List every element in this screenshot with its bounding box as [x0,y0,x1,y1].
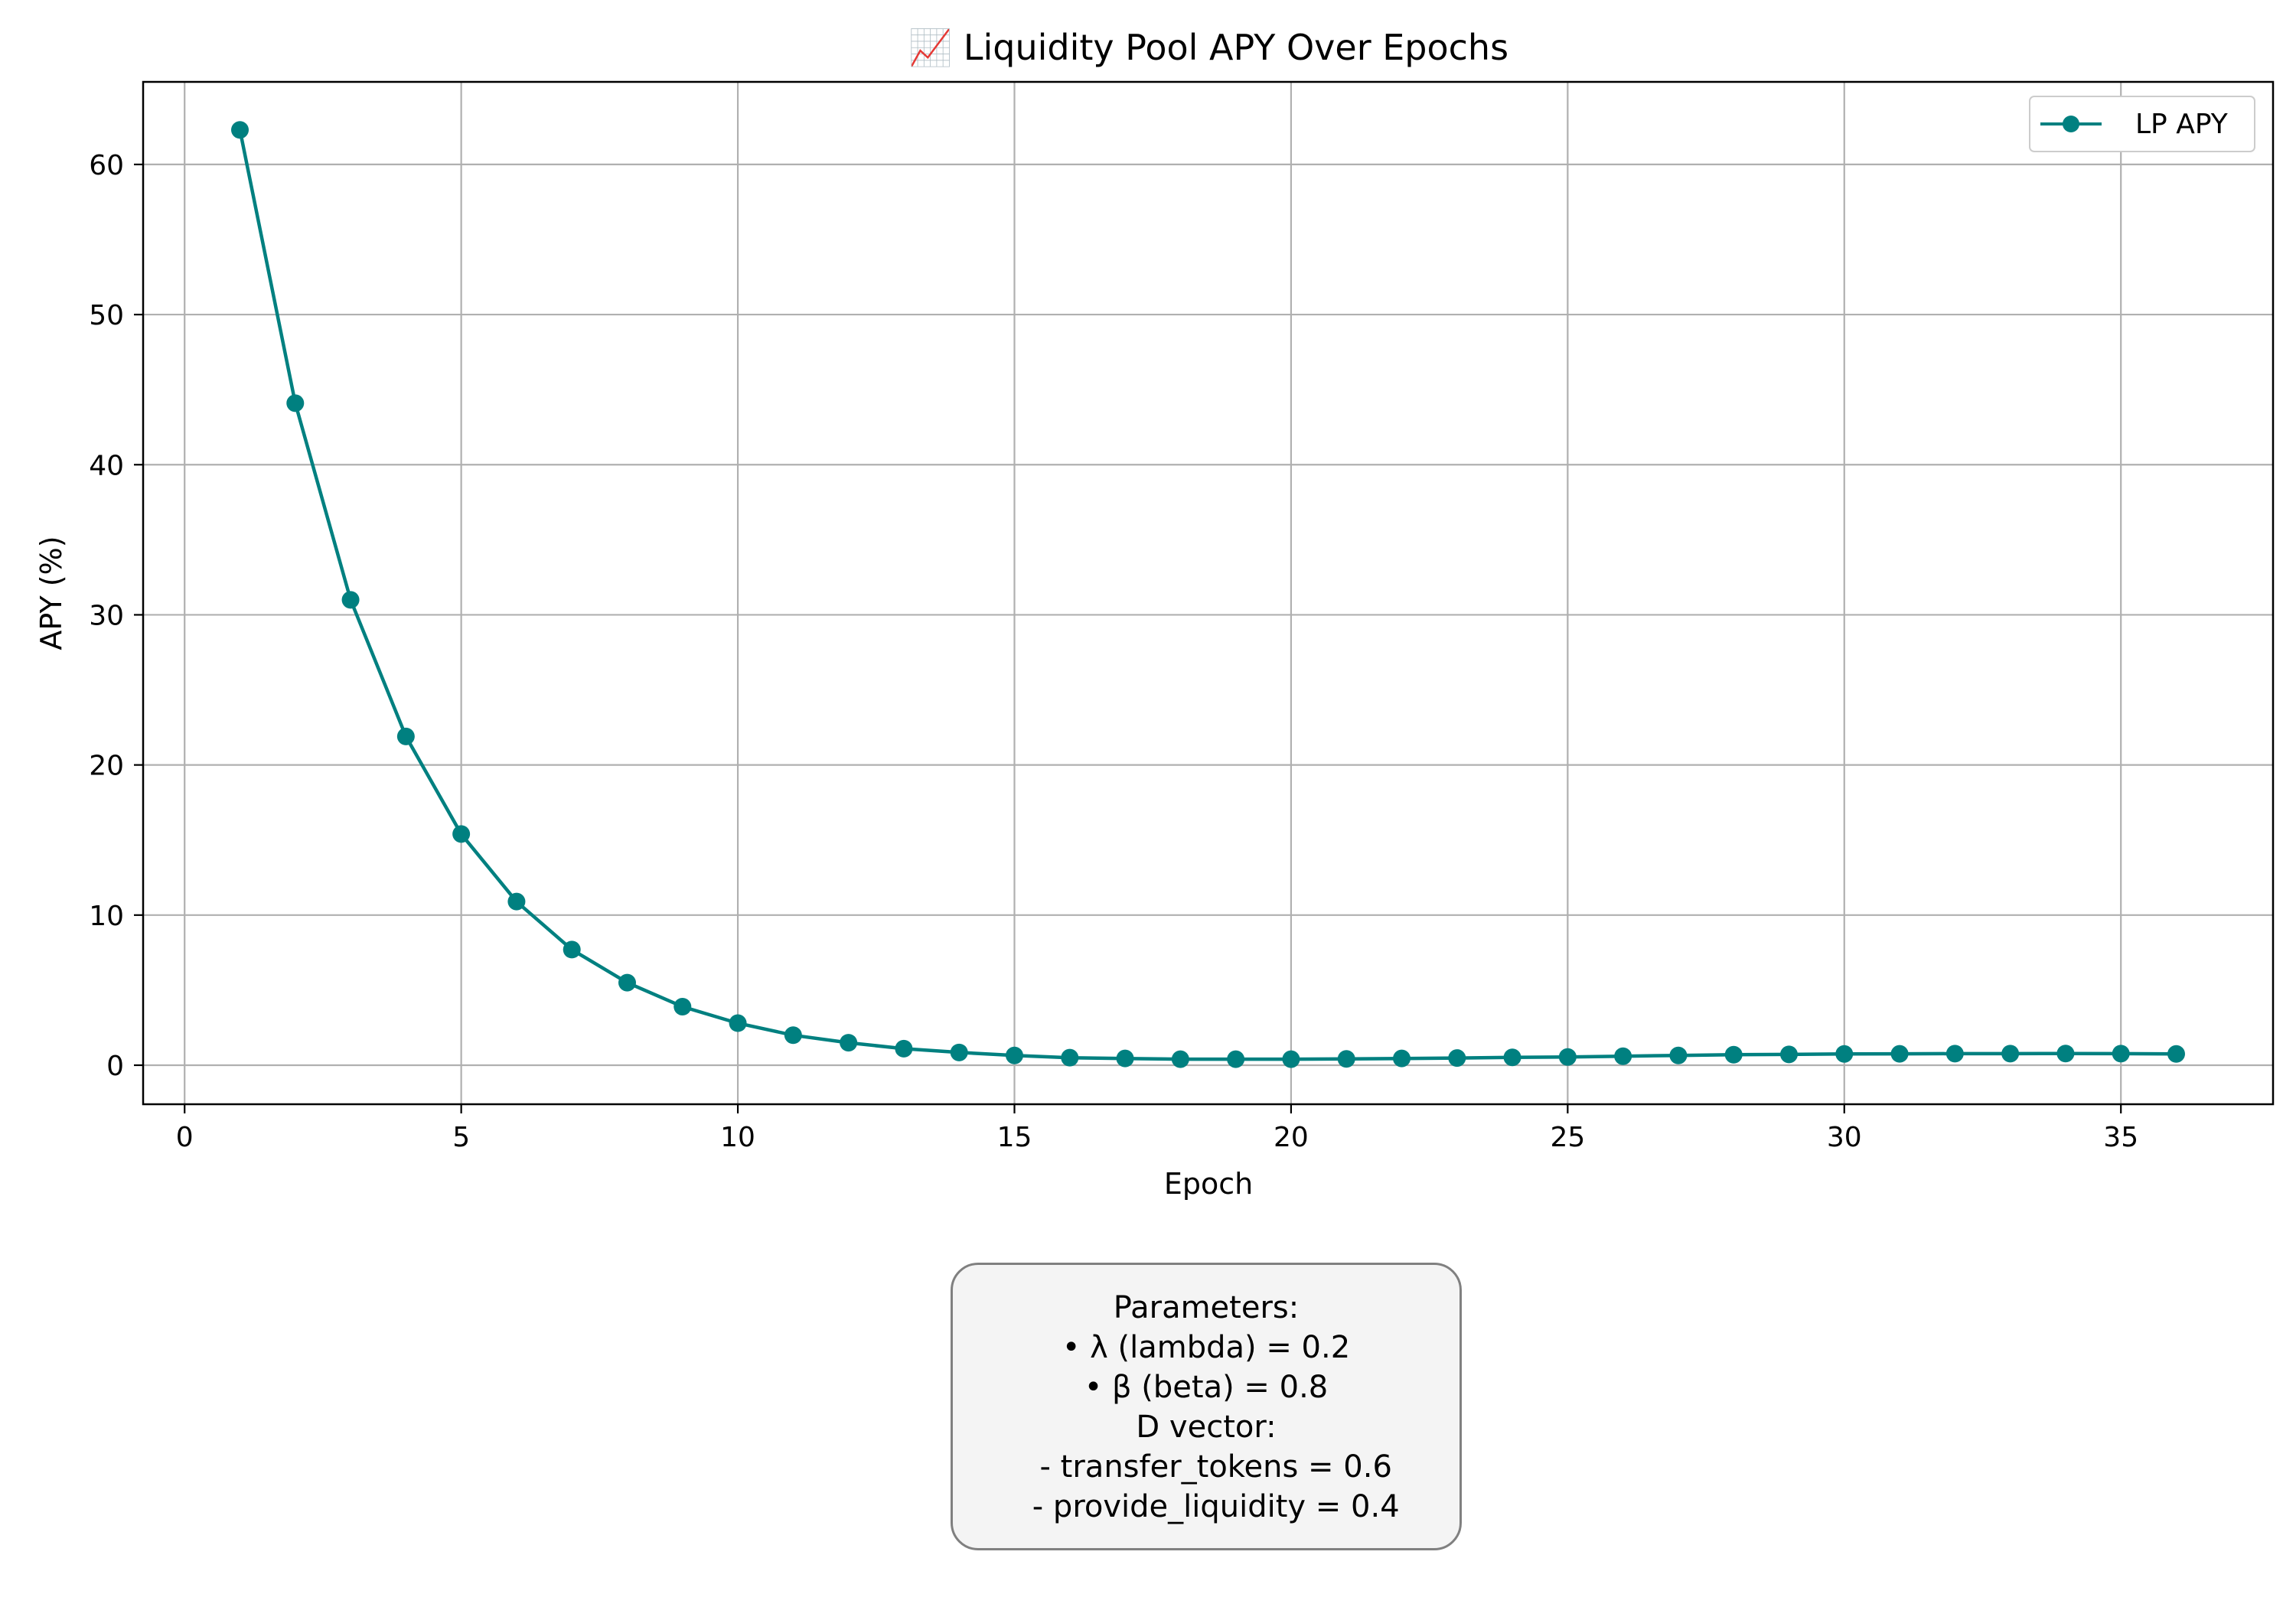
data-point [2001,1045,2020,1063]
d-vector-heading: D vector: [1136,1410,1277,1445]
data-point [2167,1045,2185,1063]
x-tick-label: 0 [176,1122,194,1153]
data-point [1282,1050,1300,1068]
y-tick-label: 50 [89,300,124,331]
series-line [238,129,2177,1061]
x-tick-label: 25 [1550,1122,1585,1153]
data-point [1890,1045,1909,1063]
data-point [1724,1045,1743,1064]
data-point [452,825,471,843]
y-tick-label: 60 [89,150,124,181]
data-point [396,727,415,745]
axis-ticks: 0 5 10 15 20 25 30 35 0 10 20 30 40 50 60 [89,150,2138,1153]
data-point [1171,1050,1189,1068]
data-point [950,1043,968,1061]
data-point [673,997,692,1015]
grid-lines [143,82,2273,1104]
data-point [1227,1050,1245,1068]
data-point [1669,1046,1688,1064]
data-point [507,892,526,911]
data-point [1558,1048,1577,1066]
data-point [1116,1049,1134,1068]
legend-frame [2029,96,2255,152]
x-tick-label: 10 [720,1122,755,1153]
y-tick-label: 20 [89,751,124,782]
legend: LP APY [2029,96,2255,152]
x-axis-label: Epoch [1164,1167,1253,1201]
data-point [231,121,249,139]
x-tick-label: 35 [2103,1122,2138,1153]
data-point [1006,1046,1023,1064]
y-axis-label: APY (%) [34,536,68,650]
parameters-heading: Parameters: [1113,1290,1300,1325]
data-point [1061,1048,1079,1067]
data-point [840,1034,858,1052]
data-point [1503,1048,1521,1067]
data-point [729,1014,747,1032]
series-lp-apy [231,121,2185,1068]
data-point [895,1039,913,1058]
data-point [1945,1045,1964,1063]
data-point [286,394,305,412]
data-point [1448,1049,1466,1068]
parameter-lambda: • λ (lambda) = 0.2 [1062,1330,1351,1365]
legend-label-lp-apy: LP APY [2135,109,2229,140]
data-point [2112,1045,2130,1063]
y-tick-label: 30 [89,600,124,631]
x-tick-label: 20 [1274,1122,1309,1153]
data-point [1835,1045,1854,1063]
y-tick-label: 40 [89,450,124,481]
x-tick-label: 30 [1827,1122,1862,1153]
data-point [341,591,360,609]
data-point [784,1026,802,1045]
legend-marker-swatch [2063,116,2079,132]
plot-area-frame [142,80,2275,1106]
data-point [563,940,581,959]
x-tick-label: 15 [997,1122,1032,1153]
data-point [1614,1047,1632,1065]
y-tick-label: 10 [89,901,124,932]
y-tick-label: 0 [106,1051,124,1082]
data-point [1780,1045,1798,1064]
data-point [1337,1050,1355,1068]
parameters-box: Parameters: • λ (lambda) = 0.2 • β (beta… [951,1263,1462,1550]
x-tick-label: 5 [452,1122,470,1153]
parameter-beta: • β (beta) = 0.8 [1084,1370,1329,1405]
data-point [2056,1045,2075,1063]
d-vector-provide-liquidity: - provide_liquidity = 0.4 [1013,1489,1400,1524]
data-point [1393,1049,1411,1068]
data-point [618,973,636,992]
d-vector-transfer-tokens: - transfer_tokens = 0.6 [1020,1449,1392,1485]
chart-title: 📈 Liquidity Pool APY Over Epochs [908,27,1508,68]
